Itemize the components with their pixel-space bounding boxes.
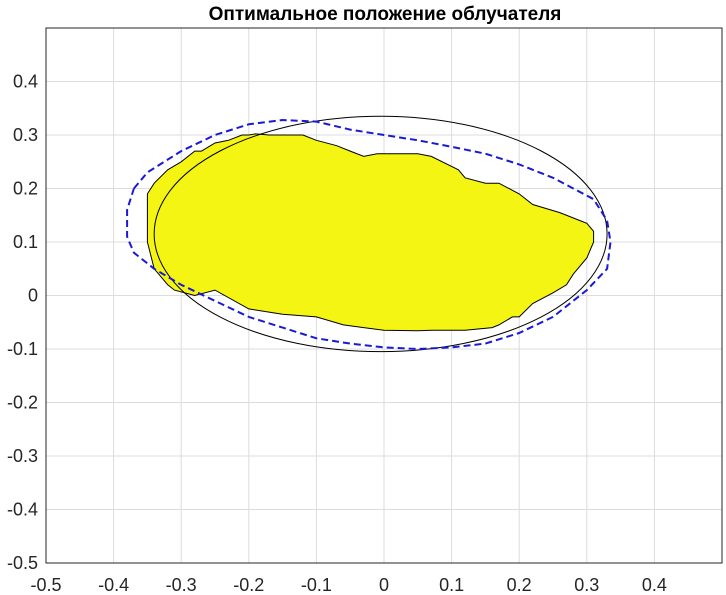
y-axis-tick-labels: -0.5 -0.4 -0.3 -0.2 -0.1 0 0.1 0.2 0.3 0.4 [7, 72, 38, 574]
x-tick-label: -0.3 [166, 575, 197, 595]
y-tick-label: 0.2 [13, 179, 38, 199]
y-tick-label: 0.3 [13, 125, 38, 145]
y-tick-label: 0 [28, 286, 38, 306]
x-tick-label: -0.2 [233, 575, 264, 595]
y-tick-label: -0.1 [7, 339, 38, 359]
plot-area [45, 27, 723, 564]
y-tick-label: -0.5 [7, 553, 38, 573]
x-tick-label: 0.1 [439, 575, 464, 595]
y-tick-label: 0.1 [13, 232, 38, 252]
x-tick-label: 0.2 [507, 575, 532, 595]
x-tick-label: -0.5 [30, 575, 61, 595]
y-tick-label: 0.4 [13, 72, 38, 92]
y-tick-label: -0.3 [7, 446, 38, 466]
x-tick-label: 0.4 [642, 575, 667, 595]
x-tick-label: -0.1 [301, 575, 332, 595]
x-tick-label: -0.4 [98, 575, 129, 595]
dashed-contour [126, 119, 612, 350]
y-tick-label: -0.4 [7, 500, 38, 520]
x-axis-tick-labels: -0.5 -0.4 -0.3 -0.2 -0.1 0 0.1 0.2 0.3 0.4 [30, 575, 666, 595]
x-tick-label: 0.3 [574, 575, 599, 595]
ellipse-contour [153, 115, 608, 353]
y-tick-label: -0.2 [7, 393, 38, 413]
x-tick-label: 0 [379, 575, 389, 595]
filled-region [146, 133, 595, 332]
chart-title: Оптимальное положение облучателя [209, 4, 562, 25]
axes-frame [45, 27, 723, 564]
data-series [126, 115, 612, 353]
